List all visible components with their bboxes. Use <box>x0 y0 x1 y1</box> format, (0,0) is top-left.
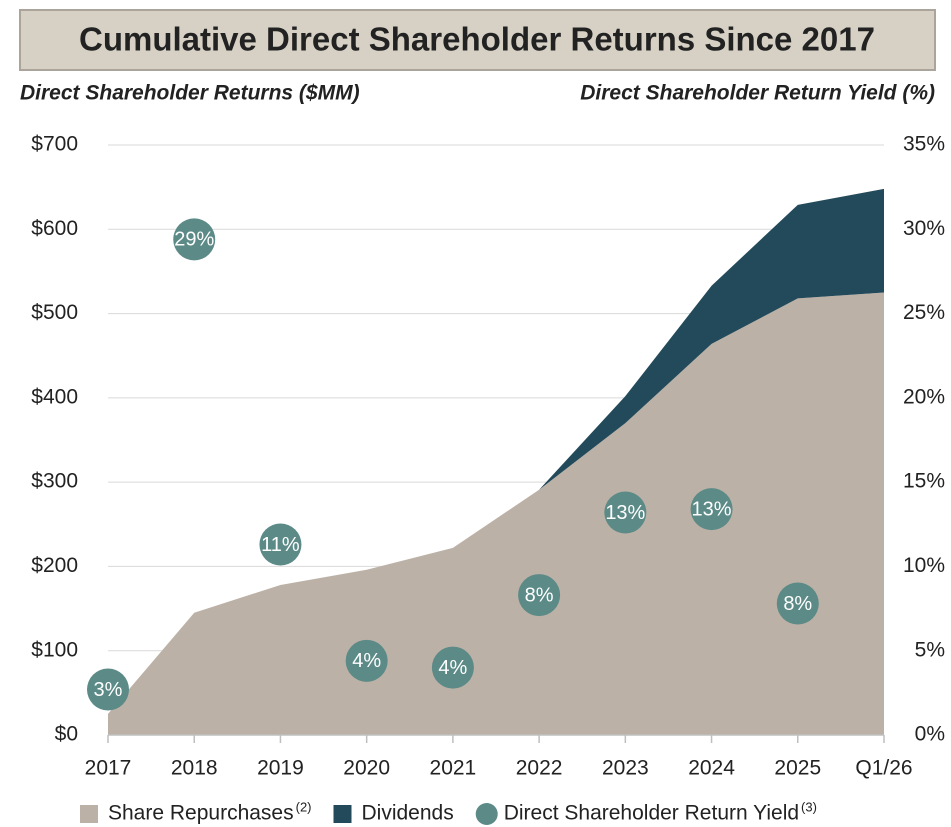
bubble <box>776 582 819 625</box>
legend-label: Share Repurchases <box>108 802 294 825</box>
bubble <box>604 491 647 534</box>
area <box>108 292 884 735</box>
title-banner <box>19 9 936 71</box>
y2-tick-label: 15% <box>903 470 945 493</box>
y2-tick-label: 5% <box>915 638 945 661</box>
y-tick-label: $700 <box>31 133 78 156</box>
legend-label: Dividends <box>362 802 454 825</box>
legend-label: Direct Shareholder Return Yield <box>504 802 799 825</box>
bubble <box>259 523 302 566</box>
y2-tick-label: 20% <box>903 385 945 408</box>
bubble <box>345 639 388 682</box>
x-tick-label: 2021 <box>430 757 477 780</box>
y2-tick-label: 25% <box>903 301 945 324</box>
legend-item: Direct Shareholder Return Yield (3) <box>475 799 817 825</box>
bubble <box>431 646 474 689</box>
data-label: 4% <box>438 657 467 679</box>
x-tick-label: 2022 <box>516 757 563 780</box>
data-label: 8% <box>783 593 812 615</box>
y2-tick-label: 0% <box>915 723 945 746</box>
data-label: 13% <box>605 502 645 524</box>
data-label: 29% <box>174 229 214 251</box>
data-label: 8% <box>525 584 554 606</box>
legend-swatch <box>333 805 352 823</box>
y-tick-label: $200 <box>31 554 78 577</box>
y2-tick-label: 35% <box>903 133 945 156</box>
chart-title: Cumulative Direct Shareholder Returns Si… <box>79 21 875 58</box>
legend-item: Share Repurchases (2) <box>80 799 312 825</box>
legend-note: (3) <box>801 799 817 814</box>
y-tick-label: $0 <box>55 723 78 746</box>
legend-note: (2) <box>296 799 312 814</box>
x-tick-label: Q1/26 <box>855 757 912 780</box>
x-tick-label: 2017 <box>85 757 132 780</box>
data-label: 11% <box>261 534 300 556</box>
y2-tick-label: 10% <box>903 554 945 577</box>
x-tick-label: 2020 <box>343 757 390 780</box>
y-tick-label: $100 <box>31 638 78 661</box>
x-tick-label: 2018 <box>171 757 218 780</box>
y2-tick-label: 30% <box>903 217 945 240</box>
bubble <box>690 488 733 531</box>
x-tick-label: 2024 <box>688 757 735 780</box>
data-label: 4% <box>352 650 381 672</box>
legend-swatch <box>80 805 98 823</box>
x-tick-label: 2025 <box>774 757 821 780</box>
bubble <box>87 668 129 711</box>
y-axis-label: Direct Shareholder Returns ($MM) <box>20 82 360 105</box>
y-tick-label: $600 <box>31 217 78 240</box>
y-tick-label: $400 <box>31 385 78 408</box>
y-tick-label: $500 <box>31 301 78 324</box>
x-tick-label: 2019 <box>257 757 304 780</box>
bubble <box>518 574 561 617</box>
x-tick-label: 2023 <box>602 757 649 780</box>
data-label: 3% <box>94 679 123 701</box>
y2-axis-label: Direct Shareholder Return Yield (%) <box>580 82 935 105</box>
legend-item: Dividends <box>333 802 454 825</box>
bubble <box>173 218 216 261</box>
area <box>108 188 884 714</box>
y-tick-label: $300 <box>31 470 78 493</box>
legend-swatch <box>475 803 498 825</box>
data-label: 13% <box>692 498 732 520</box>
